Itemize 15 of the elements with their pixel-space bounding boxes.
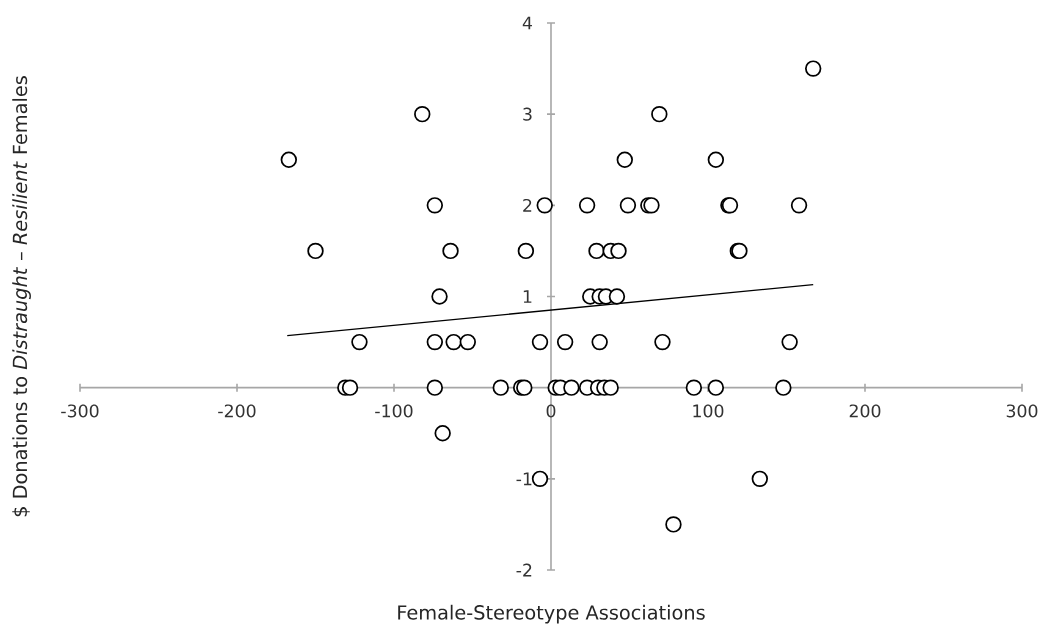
x-tick-label: -300 [61,404,99,418]
x-tick-label: 0 [546,404,556,418]
y-tick-label: 4 [522,16,532,30]
y-tick-label: 1 [523,290,532,303]
y-axis-title: $ Donations to Distraught – Resilient Females [12,76,31,517]
x-tick-label: -200 [218,404,256,418]
y-tick-label: 2 [523,198,532,212]
x-tick-label: 300 [1006,404,1038,418]
x-tick-label: 100 [693,404,724,418]
x-tick-label: 200 [849,404,881,418]
y-tick-label: 3 [523,107,532,121]
x-axis-title: Female-Stereotype Associations [398,604,705,624]
x-tick-label: -100 [375,404,413,418]
y-tick-label: -2 [516,563,532,577]
y-tick-label: -1 [516,472,532,486]
